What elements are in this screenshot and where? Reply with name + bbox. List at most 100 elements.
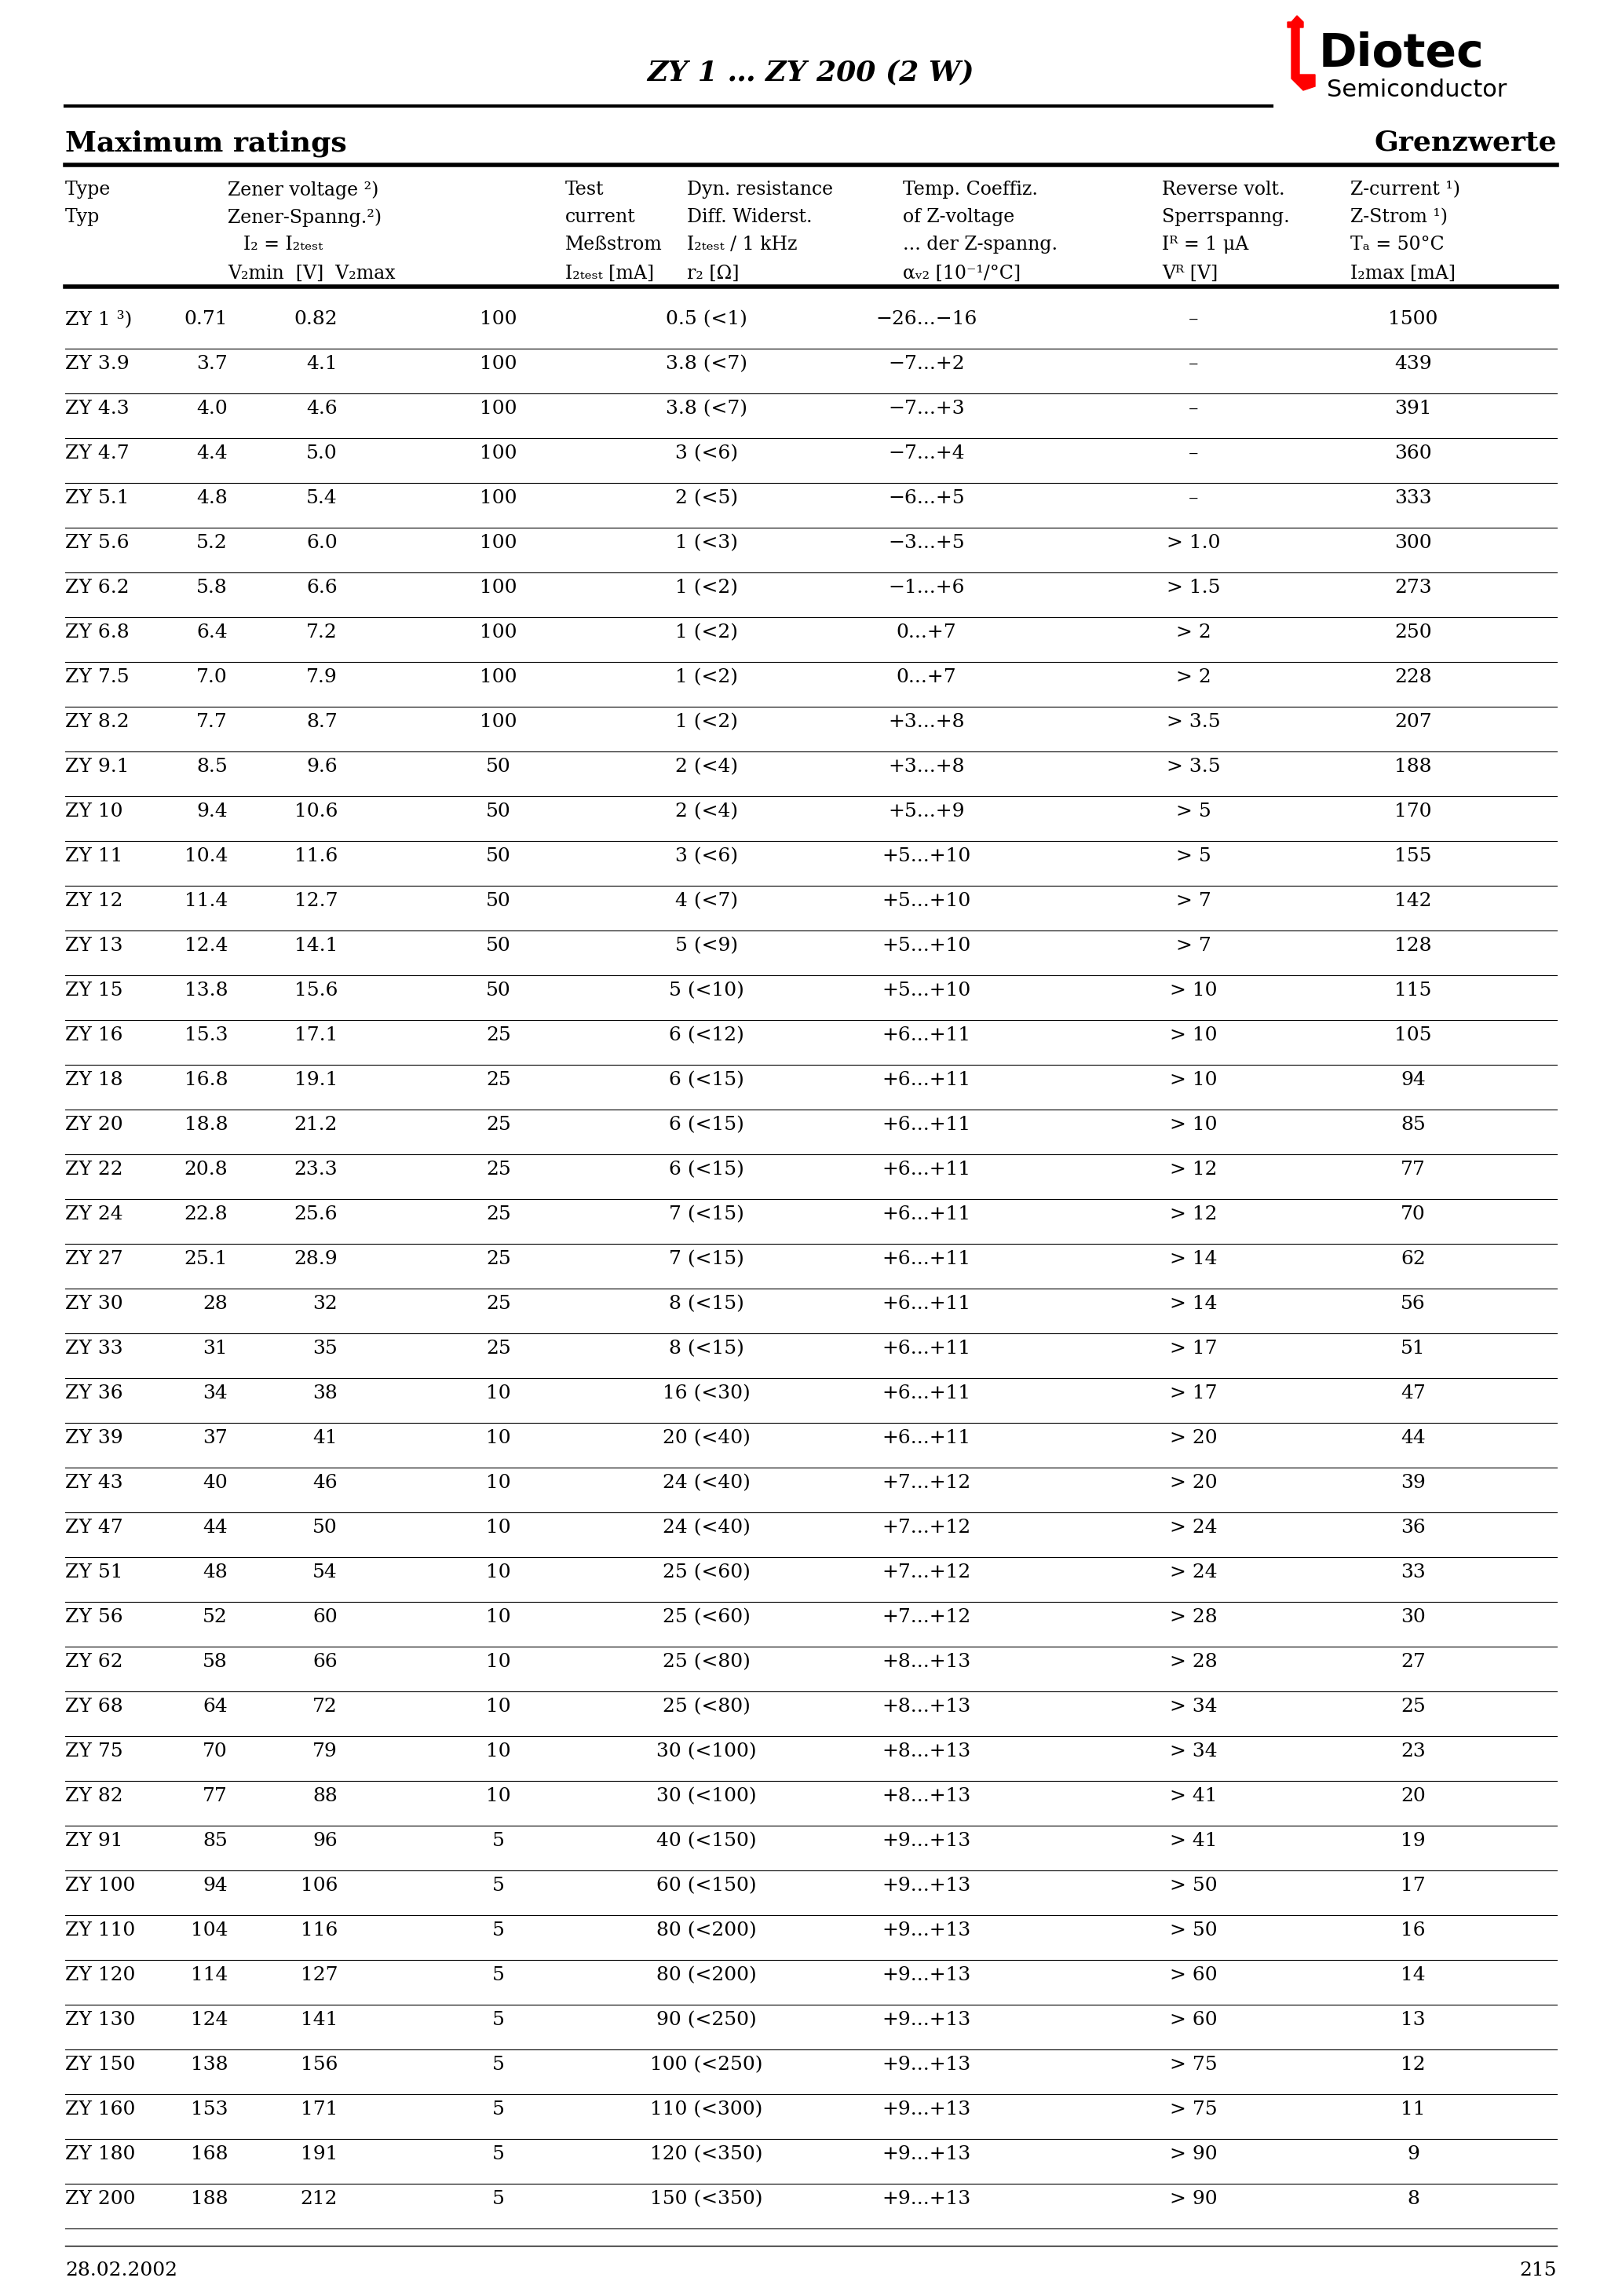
Text: αᵥ₂ [10⁻¹/°C]: αᵥ₂ [10⁻¹/°C] bbox=[903, 264, 1020, 282]
Text: 16: 16 bbox=[1401, 1922, 1426, 1940]
Text: 25: 25 bbox=[487, 1205, 511, 1224]
Text: 188: 188 bbox=[190, 2190, 227, 2209]
Text: ZY 75: ZY 75 bbox=[65, 1743, 123, 1761]
Text: ZY 18: ZY 18 bbox=[65, 1070, 123, 1088]
Text: 2 (<4): 2 (<4) bbox=[675, 758, 738, 776]
Text: > 5: > 5 bbox=[1176, 804, 1212, 820]
Text: −7...+2: −7...+2 bbox=[889, 356, 965, 372]
Text: Zener-Spanng.²): Zener-Spanng.²) bbox=[227, 209, 381, 227]
Text: ZY 13: ZY 13 bbox=[65, 937, 123, 955]
Text: 4.6: 4.6 bbox=[307, 400, 337, 418]
Text: +6...+11: +6...+11 bbox=[882, 1070, 972, 1088]
Text: 5 (<9): 5 (<9) bbox=[675, 937, 738, 955]
Text: 0.5 (<1): 0.5 (<1) bbox=[665, 310, 748, 328]
Text: 17.1: 17.1 bbox=[294, 1026, 337, 1045]
Text: ZY 43: ZY 43 bbox=[65, 1474, 123, 1492]
Text: 1 (<3): 1 (<3) bbox=[675, 535, 738, 551]
Text: I₂ = I₂ₜₑₛₜ: I₂ = I₂ₜₑₛₜ bbox=[243, 236, 323, 253]
Text: 10: 10 bbox=[487, 1384, 511, 1403]
Text: 5: 5 bbox=[493, 1922, 504, 1940]
Text: +5...+9: +5...+9 bbox=[889, 804, 965, 820]
Text: ZY 22: ZY 22 bbox=[65, 1159, 123, 1178]
Text: 127: 127 bbox=[300, 1965, 337, 1984]
Text: 1 (<2): 1 (<2) bbox=[675, 668, 738, 687]
Text: > 2: > 2 bbox=[1176, 625, 1212, 641]
Text: 10: 10 bbox=[487, 1743, 511, 1761]
Text: −1...+6: −1...+6 bbox=[889, 579, 965, 597]
Text: +9...+13: +9...+13 bbox=[882, 1922, 972, 1940]
Text: current: current bbox=[564, 209, 636, 225]
Text: +7...+12: +7...+12 bbox=[882, 1564, 972, 1582]
Text: r₂ [Ω]: r₂ [Ω] bbox=[688, 264, 740, 282]
Text: 8 (<15): 8 (<15) bbox=[668, 1339, 744, 1357]
Text: +9...+13: +9...+13 bbox=[882, 1832, 972, 1851]
Text: 52: 52 bbox=[203, 1607, 227, 1626]
Text: +9...+13: +9...+13 bbox=[882, 1876, 972, 1894]
Text: +6...+11: +6...+11 bbox=[882, 1116, 972, 1134]
Text: 13: 13 bbox=[1401, 2011, 1426, 2030]
Text: 191: 191 bbox=[300, 2144, 337, 2163]
Text: ZY 3.9: ZY 3.9 bbox=[65, 356, 130, 372]
Text: > 14: > 14 bbox=[1169, 1295, 1216, 1313]
Text: Diotec: Diotec bbox=[1319, 32, 1484, 76]
Text: 50: 50 bbox=[487, 758, 511, 776]
Text: –: – bbox=[1189, 489, 1199, 507]
Text: 10: 10 bbox=[487, 1697, 511, 1715]
Text: 8 (<15): 8 (<15) bbox=[668, 1295, 744, 1313]
Text: > 34: > 34 bbox=[1169, 1743, 1216, 1761]
Text: Z-Strom ¹): Z-Strom ¹) bbox=[1351, 209, 1448, 225]
Text: 391: 391 bbox=[1395, 400, 1432, 418]
Text: 138: 138 bbox=[190, 2055, 227, 2073]
Text: 155: 155 bbox=[1395, 847, 1432, 866]
Text: ZY 1 ³): ZY 1 ³) bbox=[65, 310, 131, 328]
Text: 124: 124 bbox=[190, 2011, 227, 2030]
Text: 8.7: 8.7 bbox=[307, 714, 337, 730]
Text: 27: 27 bbox=[1401, 1653, 1426, 1671]
Text: +3...+8: +3...+8 bbox=[889, 758, 965, 776]
Text: 36: 36 bbox=[1401, 1518, 1426, 1536]
Text: 5.8: 5.8 bbox=[196, 579, 227, 597]
Text: +6...+11: +6...+11 bbox=[882, 1339, 972, 1357]
Text: ZY 91: ZY 91 bbox=[65, 1832, 123, 1851]
Text: +9...+13: +9...+13 bbox=[882, 2011, 972, 2030]
Text: > 28: > 28 bbox=[1169, 1653, 1216, 1671]
Text: Reverse volt.: Reverse volt. bbox=[1161, 181, 1285, 200]
Text: > 1.5: > 1.5 bbox=[1166, 579, 1220, 597]
Text: 41: 41 bbox=[313, 1428, 337, 1446]
Text: 51: 51 bbox=[1401, 1339, 1426, 1357]
Text: 8.5: 8.5 bbox=[196, 758, 227, 776]
Text: ZY 24: ZY 24 bbox=[65, 1205, 123, 1224]
Text: 7.0: 7.0 bbox=[196, 668, 227, 687]
Text: 0...+7: 0...+7 bbox=[897, 625, 957, 641]
Text: Type: Type bbox=[65, 181, 110, 200]
Text: 10: 10 bbox=[487, 1607, 511, 1626]
Text: > 10: > 10 bbox=[1169, 1070, 1216, 1088]
Text: 25.6: 25.6 bbox=[294, 1205, 337, 1224]
Text: 5: 5 bbox=[493, 2055, 504, 2073]
Text: 10: 10 bbox=[487, 1564, 511, 1582]
Text: +6...+11: +6...+11 bbox=[882, 1428, 972, 1446]
Text: +9...+13: +9...+13 bbox=[882, 2190, 972, 2209]
Text: 10: 10 bbox=[487, 1474, 511, 1492]
Text: 21.2: 21.2 bbox=[294, 1116, 337, 1134]
Text: > 20: > 20 bbox=[1169, 1428, 1216, 1446]
Text: > 12: > 12 bbox=[1169, 1205, 1216, 1224]
Text: > 17: > 17 bbox=[1169, 1384, 1216, 1403]
Text: ZY 20: ZY 20 bbox=[65, 1116, 123, 1134]
Text: 333: 333 bbox=[1395, 489, 1432, 507]
Text: ZY 5.6: ZY 5.6 bbox=[65, 535, 130, 551]
Text: 4.4: 4.4 bbox=[196, 445, 227, 461]
Text: 37: 37 bbox=[203, 1428, 227, 1446]
Text: Maximum ratings: Maximum ratings bbox=[65, 129, 347, 156]
Text: 6.4: 6.4 bbox=[196, 625, 227, 641]
Text: 44: 44 bbox=[203, 1518, 227, 1536]
Text: ... der Z-spanng.: ... der Z-spanng. bbox=[903, 236, 1058, 253]
Text: 54: 54 bbox=[313, 1564, 337, 1582]
Text: 5: 5 bbox=[493, 2011, 504, 2030]
Text: 11.6: 11.6 bbox=[294, 847, 337, 866]
Text: 228: 228 bbox=[1395, 668, 1432, 687]
Text: 7 (<15): 7 (<15) bbox=[668, 1249, 744, 1267]
Text: ZY 47: ZY 47 bbox=[65, 1518, 123, 1536]
Text: Iᴿ = 1 μA: Iᴿ = 1 μA bbox=[1161, 236, 1249, 253]
Text: 1 (<2): 1 (<2) bbox=[675, 714, 738, 730]
